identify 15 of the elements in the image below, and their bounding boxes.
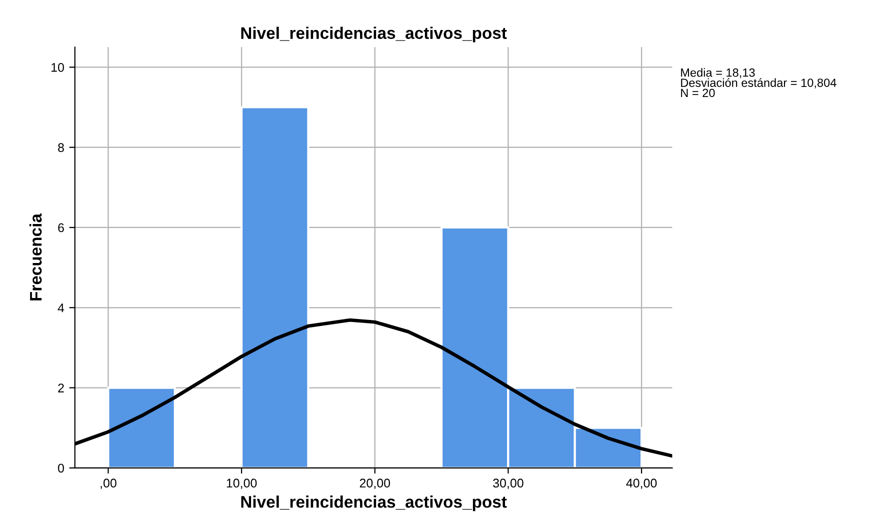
x-tick-label: 20,00 xyxy=(360,478,390,490)
y-tick-label: 4 xyxy=(58,304,64,312)
y-tick-label: 0 xyxy=(58,464,64,473)
text: Media = 18,13 Desviación estándar = 10,804 N = 20 xyxy=(681,68,836,98)
x-tick-label: 10,00 xyxy=(226,478,257,490)
y-axis-title: Frecuencia xyxy=(29,213,42,300)
x-tick-label: 30,00 xyxy=(493,478,524,490)
chart-title: Nivel_reincidencias_activos_post xyxy=(241,26,507,42)
x-axis-title: Nivel_reincidencias_activos_post xyxy=(241,496,507,512)
y-tick-label: 6 xyxy=(58,223,64,232)
y-tick-label: 8 xyxy=(58,143,64,152)
x-tick-label: ,00 xyxy=(100,478,116,490)
y-tick-label: 2 xyxy=(58,384,64,392)
y-tick-label: 10 xyxy=(52,63,64,72)
x-tick-label: 40,00 xyxy=(626,478,657,490)
